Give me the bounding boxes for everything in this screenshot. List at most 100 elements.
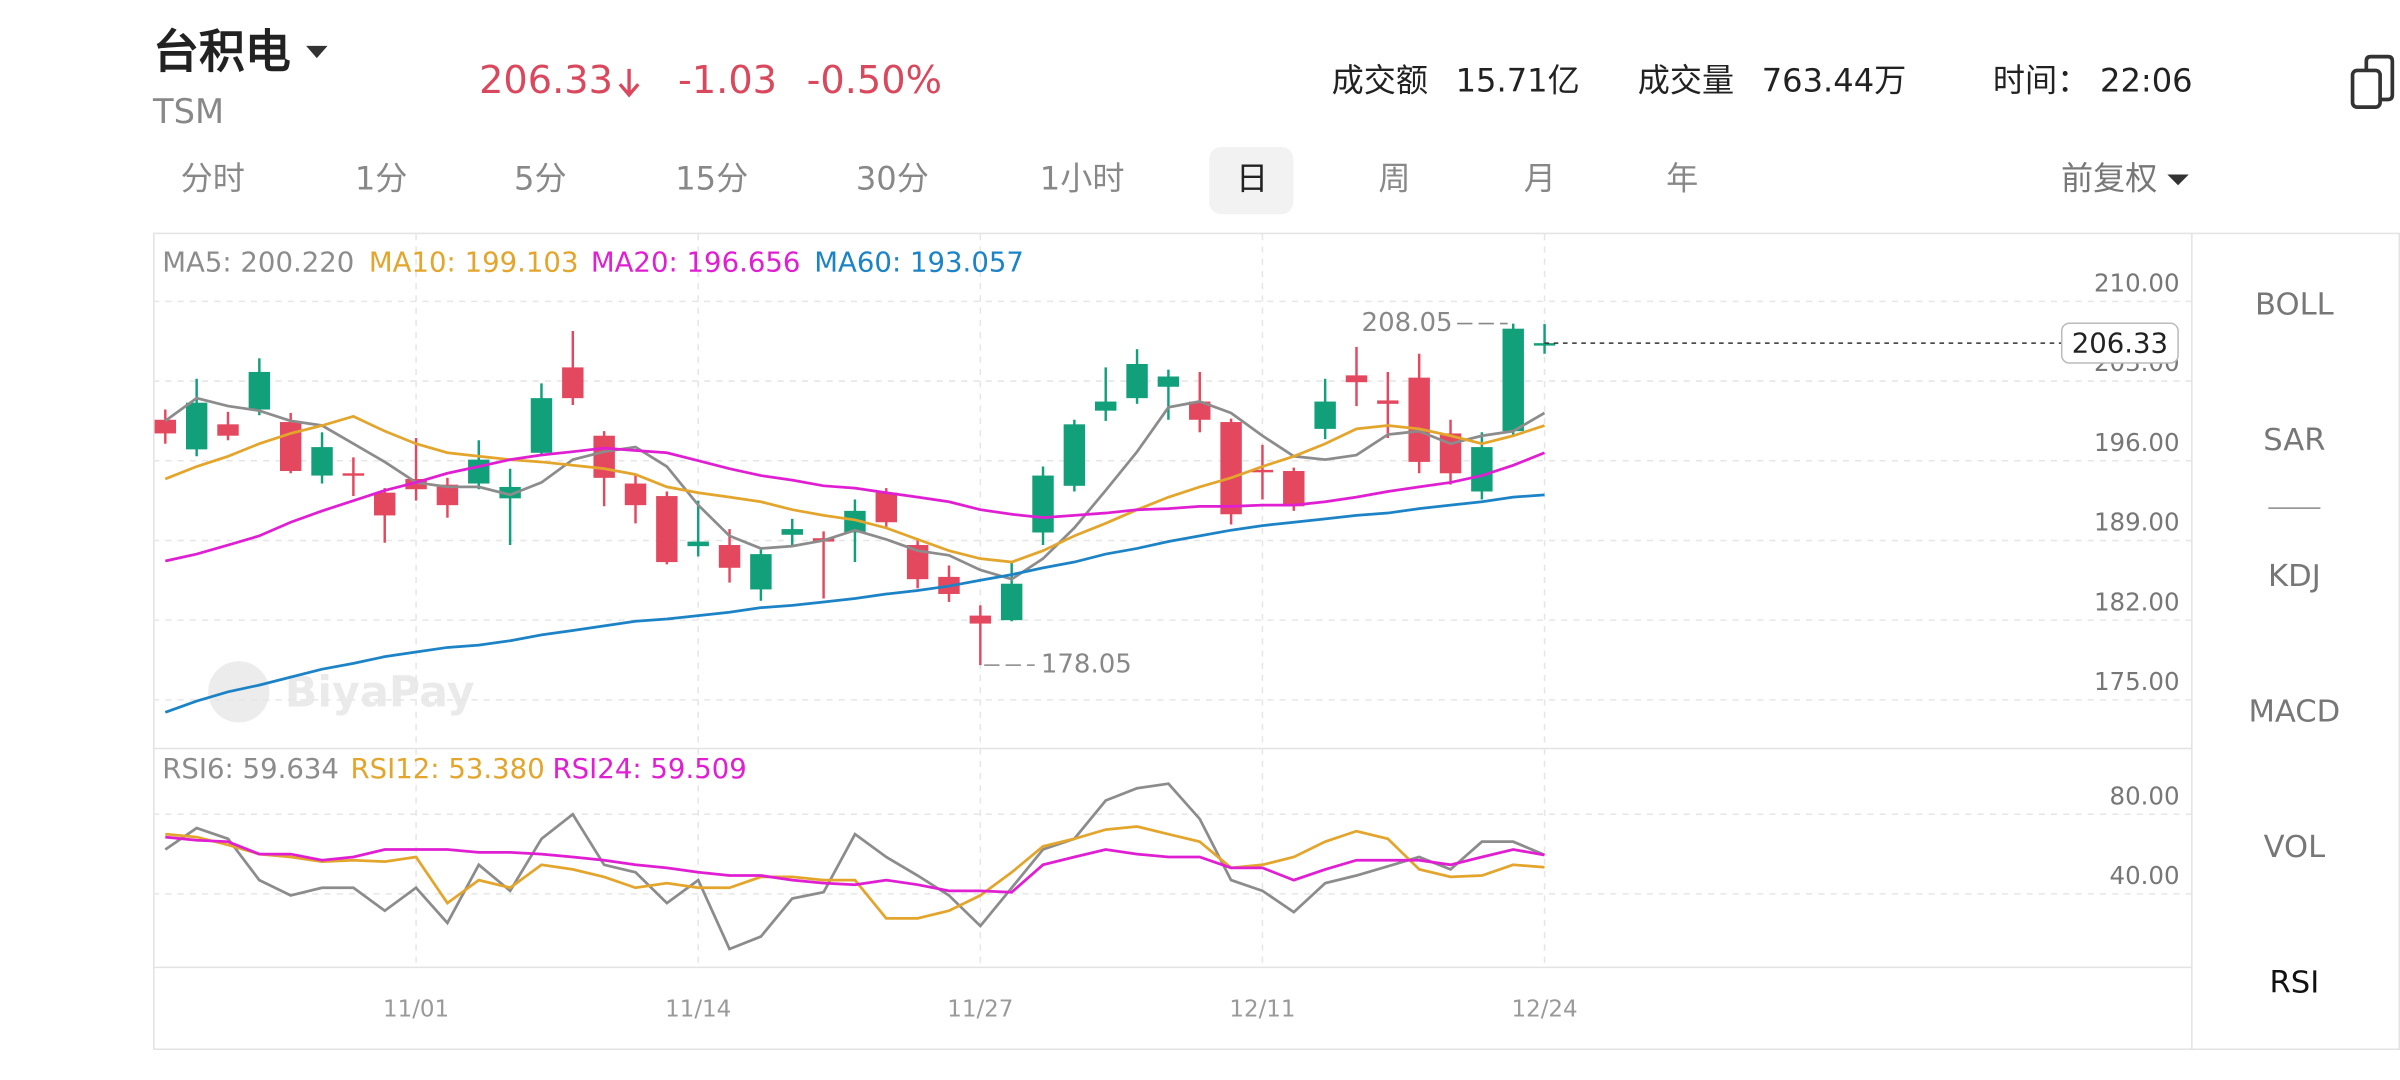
candle-body — [750, 554, 772, 590]
candle-body — [1314, 401, 1336, 429]
candle-body — [1345, 375, 1368, 383]
legend-entry: MA10: 199.103 — [369, 246, 579, 278]
candle-body — [718, 545, 741, 568]
candle-body — [279, 422, 302, 472]
chart-frame — [153, 232, 2400, 1051]
x-tick-label: 12/24 — [1512, 997, 1578, 1023]
timeframe-tab[interactable]: 分时 — [181, 160, 245, 198]
y-tick-label: 189.00 — [2094, 508, 2180, 537]
turnover-label: 成交额 — [1332, 62, 1428, 100]
candle-body — [562, 367, 584, 399]
candle-body — [1157, 376, 1180, 387]
candle-body — [1283, 471, 1305, 507]
candle-body — [1000, 583, 1023, 621]
candle-body — [468, 459, 490, 484]
tab-selected-bg — [1209, 146, 1294, 215]
candle-body — [593, 435, 615, 478]
adjust-dropdown[interactable] — [2167, 174, 2189, 186]
candle-body — [530, 398, 553, 453]
legend-entry: MA5: 200.220 — [162, 246, 354, 278]
volume-label: 成交量 — [1638, 62, 1734, 100]
indicator-tab[interactable]: BOLL — [2255, 288, 2334, 323]
x-tick-label: 11/01 — [383, 997, 449, 1023]
rotate-icon[interactable] — [2350, 54, 2395, 109]
indicator-tab[interactable]: RSI — [2270, 966, 2320, 1001]
candle-body — [624, 483, 647, 506]
down-arrow — [618, 68, 640, 98]
candle-body — [154, 419, 177, 434]
candle-body — [217, 424, 239, 436]
indicator-tab[interactable]: MACD — [2249, 694, 2341, 729]
candle-body — [248, 371, 271, 410]
x-tick-label: 11/27 — [947, 997, 1013, 1023]
candle-body — [1063, 424, 1086, 486]
candle-body — [906, 545, 929, 580]
candle-body — [1408, 377, 1430, 462]
candle-body — [499, 486, 521, 499]
turnover: 15.71亿 — [1456, 62, 1580, 100]
candle-body — [1095, 401, 1117, 411]
candle-body — [436, 484, 459, 506]
timeframe-tab[interactable]: 5分 — [514, 160, 567, 198]
rsi-line — [165, 825, 1545, 920]
time-label: 时间： — [1993, 62, 2089, 100]
timeframe-tab[interactable]: 1分 — [355, 160, 408, 198]
candle-body — [1502, 328, 1524, 432]
y-tick-label: 175.00 — [2094, 667, 2180, 696]
timeframe-tab[interactable]: 30分 — [856, 160, 929, 198]
candle-body — [405, 478, 427, 490]
rsi-line — [165, 835, 1545, 894]
y-tick-label: 196.00 — [2094, 428, 2180, 457]
legend-entry: MA20: 196.656 — [591, 246, 801, 278]
indicator-tab[interactable]: KDJ — [2268, 559, 2321, 594]
candle-body — [1126, 363, 1148, 399]
name-dropdown[interactable] — [306, 45, 328, 59]
candle-body — [844, 510, 866, 533]
candle-body — [311, 447, 333, 476]
candle-body — [1471, 447, 1493, 492]
min-price-label: 178.05 — [1041, 650, 1132, 680]
indicator-tab[interactable]: SAR — [2263, 423, 2325, 458]
x-tick-label: 11/14 — [665, 997, 731, 1023]
y-tick-label: 182.00 — [2094, 587, 2180, 616]
timeframe-tab[interactable]: 年 — [1666, 160, 1698, 198]
legend-entry: RSI12: 53.380 — [351, 753, 545, 785]
candle-body — [875, 492, 897, 523]
candle-body — [342, 473, 365, 476]
price: 206.33 — [479, 58, 613, 103]
stock-name[interactable]: 台积电 — [153, 25, 291, 79]
watermark: BiyaPay — [285, 667, 475, 717]
timeframe-tab[interactable]: 15分 — [675, 160, 748, 198]
candle-body — [1251, 469, 1274, 473]
volume: 763.44万 — [1762, 62, 1907, 100]
ticker: TSM — [152, 92, 224, 131]
rsi-line — [164, 782, 1546, 951]
candle-body — [374, 492, 396, 516]
candle-body — [1533, 343, 1556, 346]
candle-body — [1377, 400, 1399, 404]
y-tick-label: 40.00 — [2110, 861, 2180, 890]
ma-line — [164, 493, 1545, 714]
timeframe-tab[interactable]: 月 — [1524, 160, 1556, 198]
candle-body — [1189, 401, 1211, 420]
time: 22:06 — [2100, 62, 2193, 100]
candle-body — [687, 541, 709, 547]
candle-body — [969, 615, 992, 624]
timeframe-tab[interactable]: 周 — [1378, 160, 1410, 198]
timeframe-tab[interactable]: 1小时 — [1040, 160, 1125, 198]
legend-entry: RSI6: 59.634 — [162, 753, 339, 785]
ma-line — [164, 414, 1545, 564]
legend-entry: RSI24: 59.509 — [553, 753, 747, 785]
candle-body — [781, 529, 803, 535]
y-tick-label: 80.00 — [2110, 781, 2180, 810]
indicator-tab[interactable]: VOL — [2264, 830, 2326, 865]
change: -1.03 — [678, 58, 777, 103]
adjust-select[interactable]: 前复权 — [2061, 160, 2157, 198]
last-price-label: 206.33 — [2072, 328, 2168, 360]
timeframe-tab[interactable]: 日 — [1236, 160, 1268, 198]
max-price-label: 208.05 — [1362, 308, 1453, 338]
last-price-tag — [2060, 322, 2179, 364]
watermark-logo — [208, 661, 270, 723]
